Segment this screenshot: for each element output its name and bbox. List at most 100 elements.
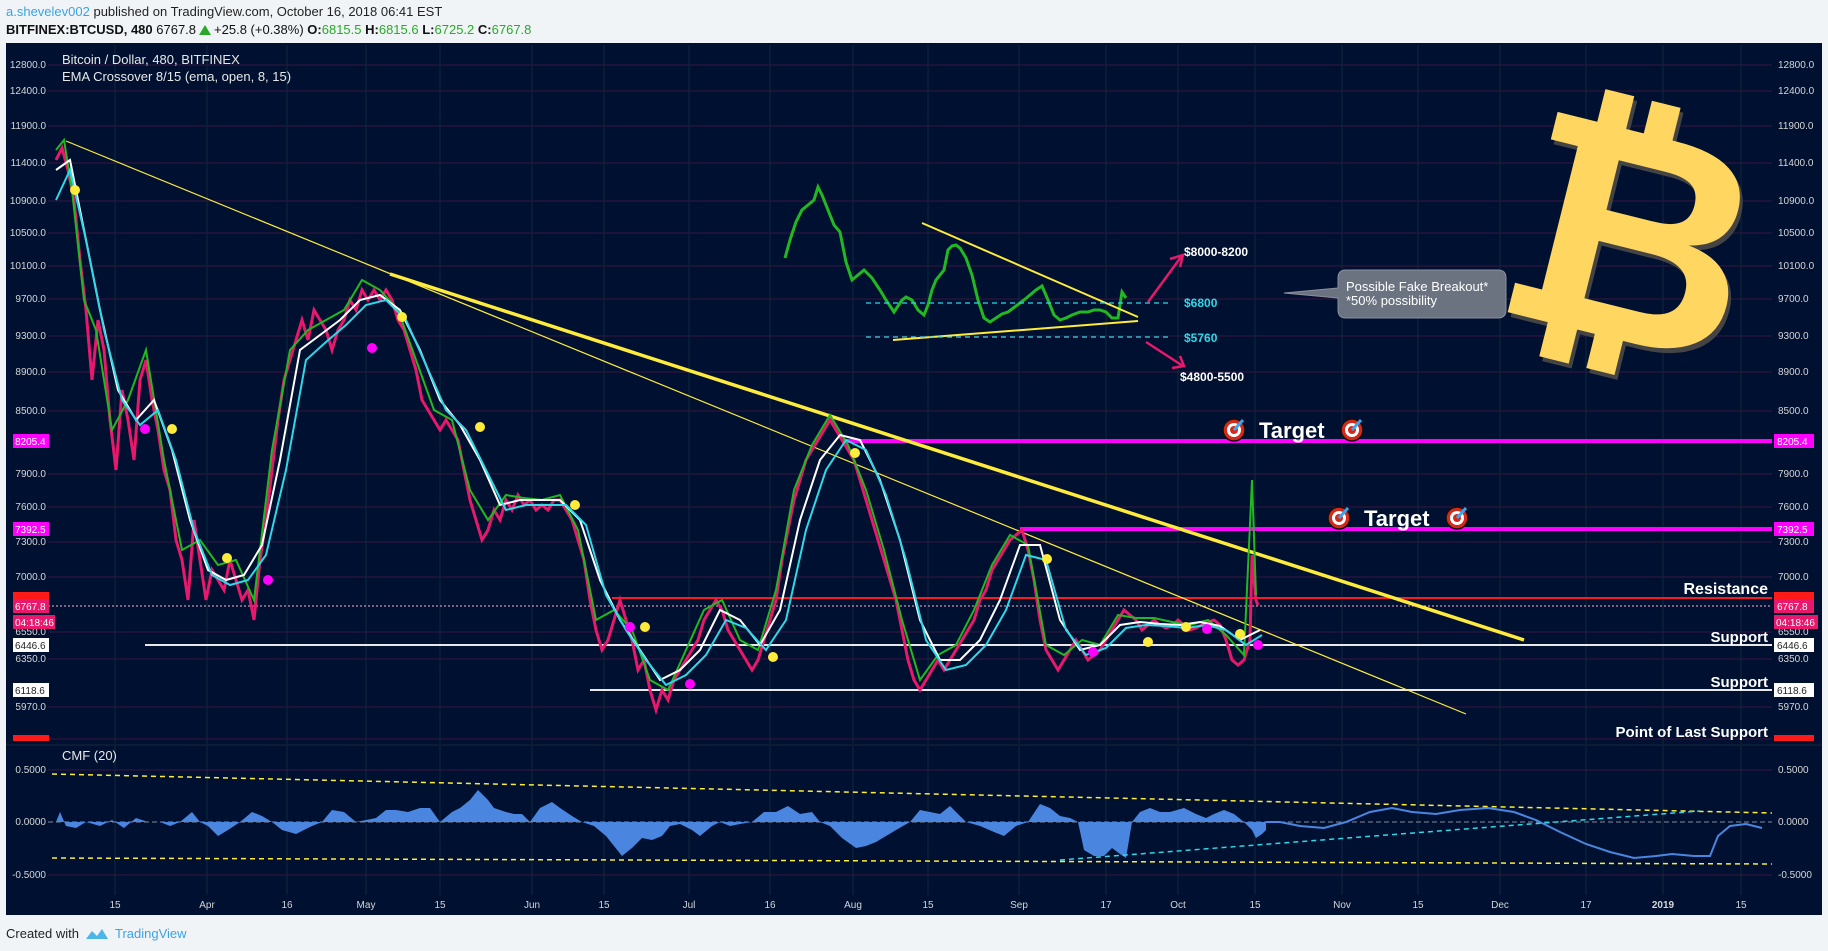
trendline-thin[interactable] — [65, 140, 1467, 715]
cmf-projection — [1266, 806, 1763, 860]
svg-text:9700.0: 9700.0 — [15, 294, 46, 305]
target-label-upper: Target — [1222, 418, 1364, 443]
svg-text:6350.0: 6350.0 — [1778, 654, 1809, 665]
svg-text:Jul: Jul — [683, 900, 696, 911]
target-upper-text: Target — [1259, 418, 1325, 443]
svg-text:15: 15 — [1412, 900, 1424, 911]
svg-text:10500.0: 10500.0 — [10, 228, 47, 239]
svg-text:10900.0: 10900.0 — [10, 196, 47, 207]
svg-text:11400.0: 11400.0 — [1778, 158, 1814, 169]
up-arrow-icon — [199, 25, 212, 35]
price-gridlines — [48, 64, 1772, 740]
svg-text:10900.0: 10900.0 — [1778, 196, 1815, 207]
svg-text:₿: ₿ — [1473, 43, 1792, 428]
svg-text:11400.0: 11400.0 — [11, 158, 47, 169]
time-gridlines — [114, 45, 1742, 895]
svg-text:7000.0: 7000.0 — [1778, 572, 1809, 583]
svg-text:Sep: Sep — [1010, 900, 1028, 911]
svg-text:0.5000: 0.5000 — [15, 765, 46, 776]
tradingview-logo-icon — [85, 928, 108, 939]
trendline-thick[interactable] — [389, 272, 1525, 642]
svg-text:10500.0: 10500.0 — [1778, 228, 1815, 239]
support-label-2: Support — [1711, 674, 1769, 691]
svg-text:12800.0: 12800.0 — [10, 60, 47, 71]
ema-slow-line — [55, 166, 1263, 687]
svg-text:Apr: Apr — [199, 900, 215, 911]
indicator-legend[interactable]: EMA Crossover 8/15 (ema, open, 8, 15) — [62, 69, 291, 84]
level-5760-label: $5760 — [1184, 331, 1218, 345]
high-label: H: — [365, 22, 379, 37]
close-value: 6767.8 — [491, 22, 532, 37]
cmf-lower-channel[interactable] — [51, 857, 1773, 865]
fake-breakout-callout[interactable]: Possible Fake Breakout* *50% possibility — [1283, 269, 1507, 319]
svg-text:15: 15 — [434, 900, 446, 911]
resistance-label: Resistance — [1684, 581, 1769, 598]
target-lower-text: Target — [1364, 506, 1430, 531]
support-label-1: Support — [1711, 629, 1769, 646]
tradingview-link[interactable]: TradingView — [114, 926, 187, 941]
cmf-axis[interactable]: 0.5000 0.0000 -0.5000 0.5000 0.0000 -0.5… — [12, 765, 1812, 881]
svg-text:7600.0: 7600.0 — [15, 502, 46, 513]
svg-text:6350.0: 6350.0 — [15, 654, 46, 665]
svg-text:15: 15 — [1735, 900, 1747, 911]
low-value: 6725.2 — [434, 22, 475, 37]
downside-target-label: $4800-5500 — [1180, 370, 1244, 384]
svg-text:8500.0: 8500.0 — [15, 406, 46, 417]
time-axis[interactable]: 15 Apr 16 May 15 Jun 15 Jul 16 Aug 15 Se… — [109, 900, 1747, 911]
cmf-upper-channel[interactable] — [51, 773, 1773, 814]
ema-crossover-markers — [70, 185, 1263, 689]
target-label-lower: Target — [1327, 506, 1469, 531]
right-price-axis[interactable]: 12800.0 12400.0 11900.0 11400.0 10900.0 … — [1778, 60, 1815, 713]
open-value: 6815.5 — [321, 22, 362, 37]
symbol-header: BITFINEX:BTCUSD, 480 6767.8 +25.8 (+0.38%… — [6, 22, 531, 37]
tag-7392: 7392.5 — [1777, 525, 1808, 536]
svg-text:2019: 2019 — [1652, 900, 1675, 911]
cmf-rising-support[interactable] — [1059, 810, 1701, 861]
svg-text:8900.0: 8900.0 — [15, 367, 46, 378]
upside-target-label: $8000-8200 — [1184, 245, 1248, 259]
svg-text:15: 15 — [109, 900, 121, 911]
svg-text:May: May — [357, 900, 376, 911]
svg-text:6550.0: 6550.0 — [1778, 627, 1809, 638]
svg-text:0.0000: 0.0000 — [1778, 817, 1809, 828]
svg-text:Aug: Aug — [844, 900, 862, 911]
callout-line-2: *50% possibility — [1346, 293, 1438, 308]
chart-svg: 12800.0 12400.0 11900.0 11400.0 10900.0 … — [6, 43, 1822, 911]
bitcoin-logo-icon: ₿ ₿ — [1473, 43, 1794, 433]
target-emoji-icon — [1340, 418, 1364, 442]
svg-text:7000.0: 7000.0 — [15, 572, 46, 583]
svg-text:9700.0: 9700.0 — [1778, 294, 1809, 305]
tag-8205: 8205.4 — [1777, 437, 1808, 448]
chart-canvas[interactable]: 12800.0 12400.0 11900.0 11400.0 10900.0 … — [6, 43, 1822, 915]
last-price: 6767.8 — [156, 22, 197, 37]
open-label: O: — [307, 22, 322, 37]
svg-text:Oct: Oct — [1170, 900, 1186, 911]
svg-text:12800.0: 12800.0 — [1778, 60, 1815, 71]
left-price-tags: 8205.4 7392.5 6767.8 04:18:46 6446.6 611… — [13, 434, 55, 741]
svg-text:7392.5: 7392.5 — [15, 525, 46, 536]
svg-text:11900.0: 11900.0 — [1778, 121, 1814, 132]
price-candles — [54, 137, 1260, 716]
svg-text:7600.0: 7600.0 — [1778, 502, 1809, 513]
svg-text:0.0000: 0.0000 — [15, 817, 46, 828]
svg-text:-0.5000: -0.5000 — [12, 870, 46, 881]
svg-text:8205.4: 8205.4 — [15, 437, 46, 448]
right-price-tags: 8205.4 7392.5 6767.8 04:18:46 6446.6 611… — [1774, 434, 1818, 741]
author-link[interactable]: a.shevelev002 — [6, 4, 90, 19]
target-emoji-icon — [1222, 418, 1246, 442]
svg-text:6550.0: 6550.0 — [15, 627, 46, 638]
left-price-axis[interactable]: 12800.0 12400.0 11900.0 11400.0 10900.0 … — [10, 60, 47, 713]
svg-text:12400.0: 12400.0 — [10, 86, 47, 97]
footer: Created with TradingView — [6, 926, 187, 941]
svg-text:10100.0: 10100.0 — [1778, 261, 1815, 272]
svg-text:8500.0: 8500.0 — [1778, 406, 1809, 417]
level-6800-label: $6800 — [1184, 296, 1218, 310]
high-value: 6815.6 — [378, 22, 419, 37]
svg-text:Jun: Jun — [524, 900, 540, 911]
created-with-text: Created with — [6, 926, 79, 941]
svg-text:11900.0: 11900.0 — [11, 121, 47, 132]
svg-text:6767.8: 6767.8 — [15, 602, 46, 613]
svg-text:04:18:46: 04:18:46 — [15, 618, 54, 629]
close-label: C: — [477, 22, 492, 37]
cmf-legend[interactable]: CMF (20) — [62, 748, 117, 763]
